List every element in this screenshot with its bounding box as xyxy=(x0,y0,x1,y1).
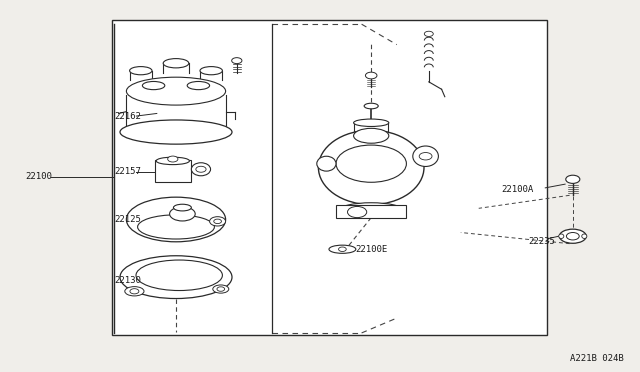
Ellipse shape xyxy=(339,203,403,218)
Circle shape xyxy=(168,156,178,162)
Ellipse shape xyxy=(120,120,232,144)
Circle shape xyxy=(214,219,221,224)
Ellipse shape xyxy=(173,204,191,211)
Ellipse shape xyxy=(210,217,226,226)
Circle shape xyxy=(424,31,433,36)
Circle shape xyxy=(232,58,242,64)
Text: 22100E: 22100E xyxy=(355,246,387,254)
Text: 22157: 22157 xyxy=(114,167,141,176)
Ellipse shape xyxy=(156,157,189,164)
Ellipse shape xyxy=(170,207,195,221)
Ellipse shape xyxy=(130,67,152,75)
Circle shape xyxy=(566,232,579,240)
Ellipse shape xyxy=(188,81,210,90)
Circle shape xyxy=(130,289,139,294)
FancyBboxPatch shape xyxy=(155,160,191,182)
Ellipse shape xyxy=(582,234,587,238)
Ellipse shape xyxy=(120,256,232,298)
Bar xyxy=(112,20,547,335)
Ellipse shape xyxy=(136,260,223,291)
Text: 22125: 22125 xyxy=(114,215,141,224)
Ellipse shape xyxy=(319,130,424,205)
Ellipse shape xyxy=(191,163,211,176)
Ellipse shape xyxy=(200,67,223,75)
Ellipse shape xyxy=(364,103,378,109)
Ellipse shape xyxy=(559,234,564,238)
Circle shape xyxy=(196,166,206,172)
Ellipse shape xyxy=(413,146,438,166)
Text: 22130: 22130 xyxy=(114,276,141,285)
Ellipse shape xyxy=(125,286,144,296)
Ellipse shape xyxy=(127,197,226,242)
Ellipse shape xyxy=(329,245,356,253)
Ellipse shape xyxy=(138,215,214,239)
Ellipse shape xyxy=(127,77,226,105)
Ellipse shape xyxy=(353,119,389,126)
Circle shape xyxy=(348,206,367,218)
FancyBboxPatch shape xyxy=(336,205,406,218)
Ellipse shape xyxy=(559,229,586,243)
Ellipse shape xyxy=(212,285,229,293)
Ellipse shape xyxy=(336,145,406,182)
Circle shape xyxy=(566,175,580,183)
Text: 22162: 22162 xyxy=(114,112,141,121)
Text: 22100: 22100 xyxy=(26,172,52,181)
Text: A221B 024B: A221B 024B xyxy=(570,355,624,363)
Ellipse shape xyxy=(143,81,165,90)
Circle shape xyxy=(217,287,225,291)
Ellipse shape xyxy=(317,156,336,171)
Ellipse shape xyxy=(353,128,389,143)
Text: 22100A: 22100A xyxy=(501,185,533,194)
Circle shape xyxy=(339,247,346,251)
Circle shape xyxy=(365,72,377,79)
Ellipse shape xyxy=(163,58,189,68)
Circle shape xyxy=(419,153,432,160)
Text: 22235: 22235 xyxy=(528,237,555,246)
